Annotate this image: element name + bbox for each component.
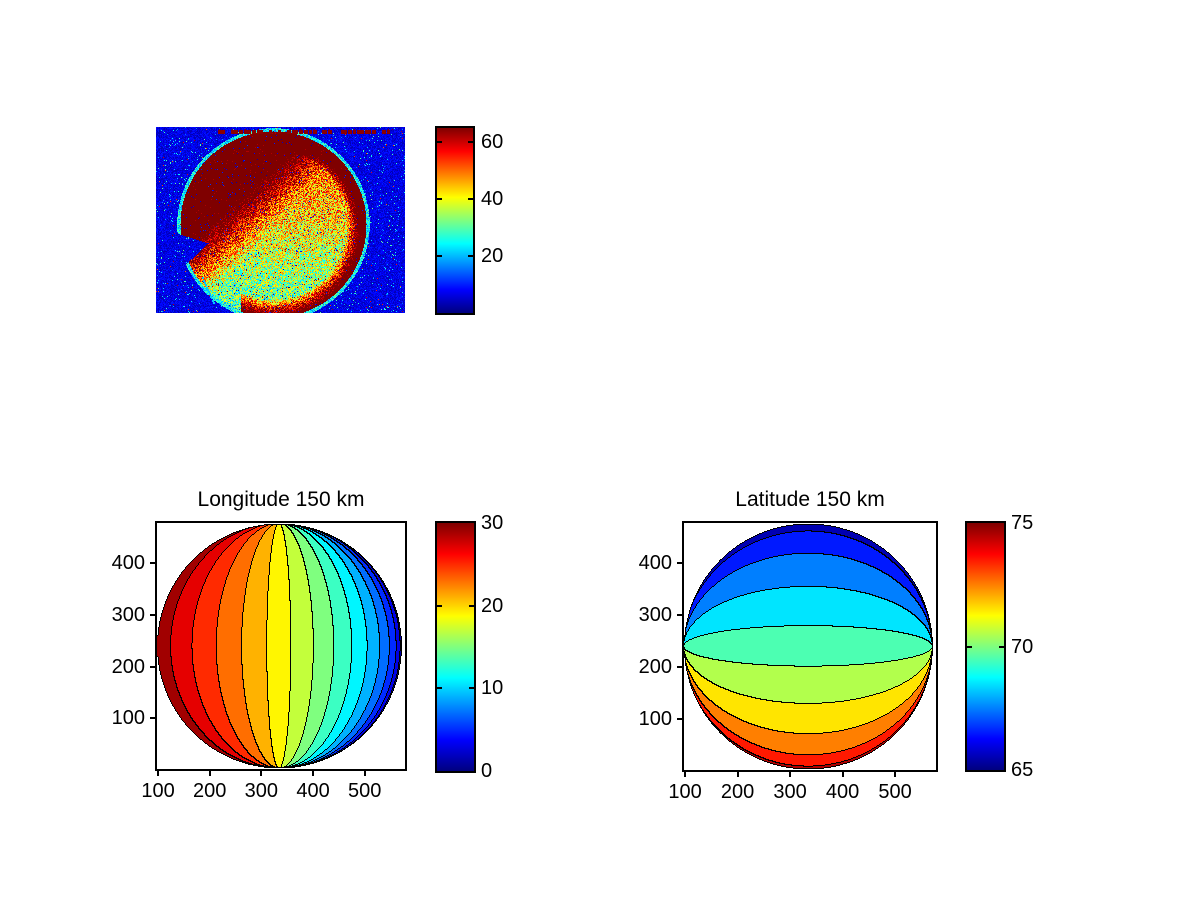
colorbar-tick-label: 20	[481, 594, 504, 617]
y-tick-mark	[150, 562, 155, 565]
colorbar-tick-label: 40	[481, 188, 504, 211]
x-tick-mark	[208, 771, 211, 776]
y-tick-mark	[150, 665, 155, 668]
axes-frame	[155, 521, 407, 771]
x-tick-label: 400	[296, 780, 330, 802]
x-tick-label: 300	[244, 780, 279, 802]
y-tick-mark	[150, 613, 155, 616]
y-tick-label: 200	[638, 656, 672, 679]
x-tick-mark	[894, 772, 897, 777]
latitude-colorbar	[967, 523, 1004, 770]
x-tick-mark	[260, 771, 263, 776]
plot-title: Latitude 150 km	[735, 488, 885, 511]
x-tick-label: 100	[141, 780, 175, 802]
x-tick-label: 500	[348, 780, 382, 802]
y-tick-mark	[677, 666, 682, 669]
longitude-colorbar-frame	[435, 521, 476, 773]
y-tick-label: 100	[111, 707, 145, 730]
longitude-colorbar	[437, 523, 474, 771]
colorbar-tick-label: 20	[481, 245, 504, 268]
x-tick-mark	[841, 772, 844, 777]
y-tick-label: 300	[111, 603, 145, 626]
y-tick-label: 400	[111, 552, 145, 575]
y-tick-mark	[677, 614, 682, 617]
x-tick-label: 400	[825, 781, 860, 803]
y-tick-label: 300	[638, 604, 672, 627]
y-tick-mark	[150, 717, 155, 720]
x-tick-label: 100	[668, 781, 702, 803]
y-tick-label: 400	[638, 552, 672, 575]
colorbar-tick-label: 30	[481, 512, 504, 534]
x-tick-mark	[157, 771, 160, 776]
x-tick-mark	[363, 771, 366, 776]
x-tick-label: 200	[720, 781, 755, 803]
colorbar-tick-label: 65	[1011, 759, 1034, 781]
colorbar-tick-label: 75	[1011, 512, 1034, 534]
x-tick-mark	[312, 771, 315, 776]
allsky-colorbar-frame	[435, 126, 475, 315]
x-tick-label: 300	[773, 781, 807, 803]
y-tick-mark	[677, 718, 682, 721]
x-tick-label: 200	[193, 780, 227, 802]
y-tick-label: 100	[638, 708, 672, 731]
colorbar-tick-label: 0	[481, 760, 493, 782]
x-tick-mark	[736, 772, 739, 777]
x-tick-label: 500	[878, 781, 912, 803]
x-tick-mark	[789, 772, 792, 777]
x-tick-mark	[684, 772, 687, 777]
allsky-image-canvas	[156, 127, 405, 313]
colorbar-tick-label: 70	[1011, 635, 1034, 658]
y-tick-label: 200	[111, 655, 145, 678]
longitude-contour-canvas	[157, 523, 405, 769]
allsky-colorbar	[437, 128, 473, 313]
colorbar-tick-label: 60	[481, 131, 504, 154]
latitude-colorbar-frame	[965, 521, 1006, 772]
axes-frame	[682, 521, 938, 772]
y-tick-mark	[677, 562, 682, 565]
latitude-contour-canvas	[684, 523, 936, 770]
colorbar-tick-label: 10	[481, 677, 504, 700]
plot-title: Longitude 150 km	[197, 488, 365, 511]
